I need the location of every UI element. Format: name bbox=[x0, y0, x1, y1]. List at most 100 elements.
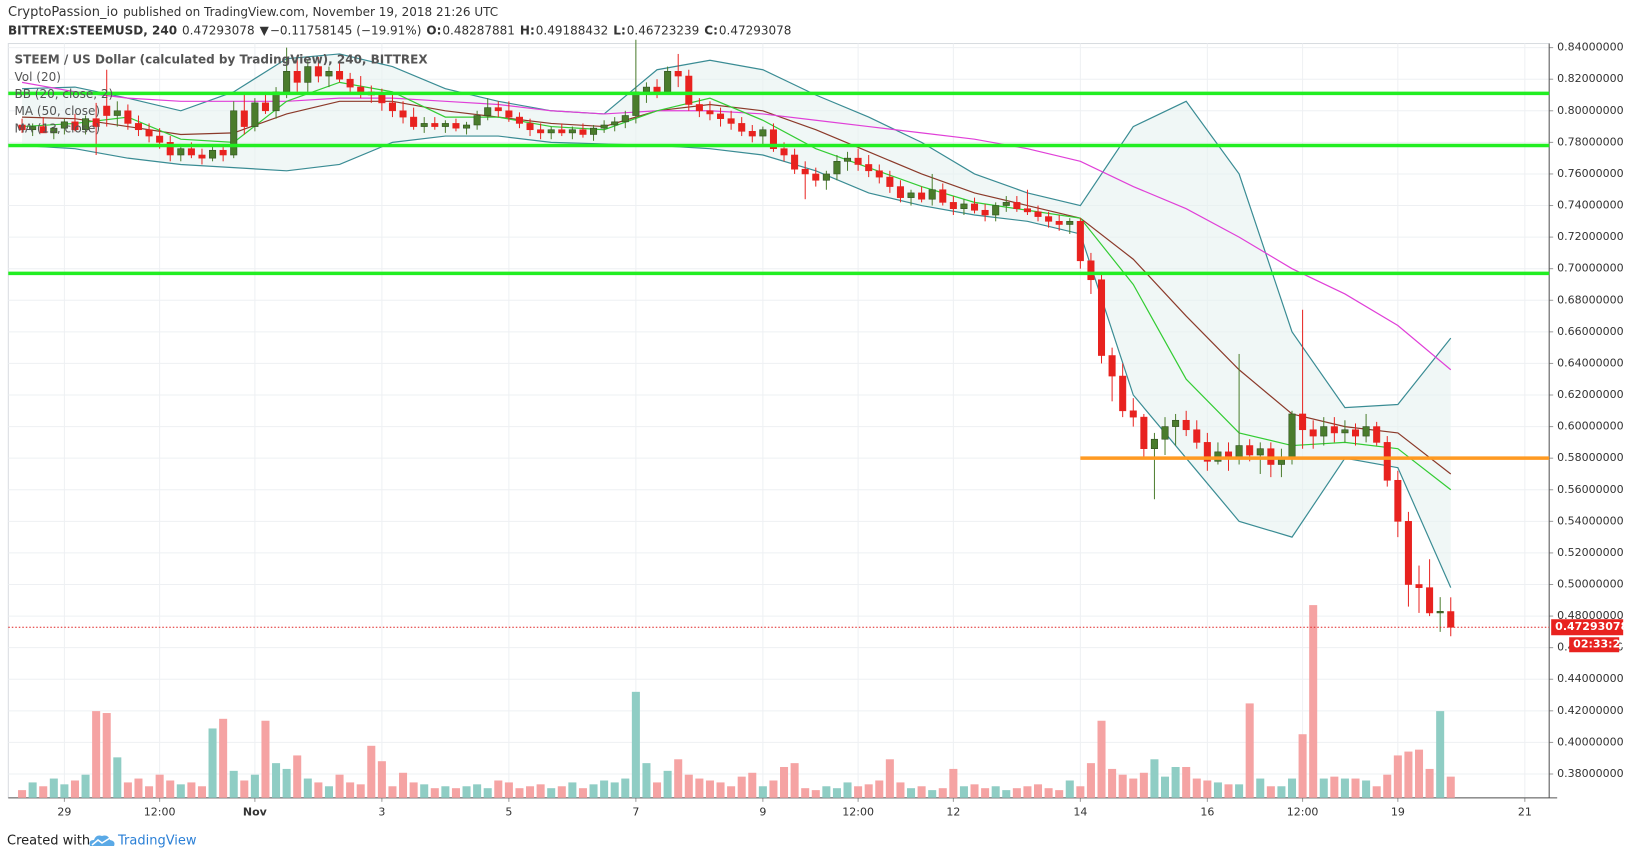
volume-bar bbox=[145, 786, 154, 798]
y-tick-label: 0.52000000 bbox=[1557, 546, 1623, 559]
volume-bar bbox=[1404, 751, 1413, 798]
volume-bar bbox=[1330, 776, 1339, 798]
volume-bar bbox=[1298, 734, 1307, 798]
x-tick-label: 12:00 bbox=[1287, 805, 1319, 818]
y-tick-label: 0.82000000 bbox=[1557, 72, 1623, 85]
candle-body bbox=[177, 148, 185, 156]
candle-body bbox=[949, 202, 957, 209]
candle-body bbox=[1383, 442, 1391, 481]
candle-body bbox=[82, 118, 90, 131]
ohlc-text: O: bbox=[426, 24, 441, 38]
volume-bar bbox=[240, 780, 249, 798]
indicator-line bbox=[22, 81, 1452, 491]
x-tick-label: 12:00 bbox=[842, 805, 874, 818]
candle-body bbox=[981, 209, 989, 216]
volume-bar bbox=[684, 774, 693, 798]
volume-bar bbox=[81, 774, 90, 798]
candle-body bbox=[113, 110, 121, 116]
candle-body bbox=[1193, 429, 1201, 443]
volume-bar bbox=[1150, 759, 1159, 798]
volume-bar bbox=[441, 786, 450, 798]
candle-body bbox=[1172, 419, 1180, 427]
volume-bar bbox=[473, 784, 482, 798]
candle-body bbox=[1288, 413, 1296, 459]
volume-bar bbox=[49, 778, 58, 798]
volume-bar bbox=[1213, 782, 1222, 798]
y-tick-label: 0.42000000 bbox=[1557, 704, 1623, 717]
candle-body bbox=[717, 113, 725, 119]
legend-entry: MA (13, close) bbox=[15, 121, 101, 135]
volume-bar bbox=[526, 786, 535, 798]
volume-bar bbox=[875, 780, 884, 798]
volume-bar bbox=[547, 788, 556, 798]
candle-body bbox=[886, 176, 894, 187]
candle-body bbox=[209, 149, 217, 159]
candle-body bbox=[251, 102, 259, 127]
volume-bar bbox=[314, 782, 323, 798]
volume-bar bbox=[716, 782, 725, 798]
last-price-label: 0.47293078 bbox=[1555, 620, 1627, 633]
volume-bar bbox=[727, 786, 736, 798]
candle-body bbox=[156, 135, 164, 143]
y-tick-label: 0.38000000 bbox=[1557, 767, 1623, 780]
volume-bar bbox=[451, 788, 460, 798]
y-tick-label: 0.56000000 bbox=[1557, 483, 1623, 496]
candle-body bbox=[600, 124, 608, 129]
countdown: 02:33:28 bbox=[1573, 638, 1627, 651]
candle-body bbox=[769, 129, 777, 149]
y-tick-label: 0.70000000 bbox=[1557, 262, 1623, 275]
candle-body bbox=[357, 86, 365, 93]
header-text: published on TradingView.com, November 1… bbox=[123, 5, 498, 19]
candle-body bbox=[526, 123, 534, 131]
ohlc-text: H: bbox=[520, 24, 535, 38]
volume-bar bbox=[705, 780, 714, 798]
volume-bar bbox=[367, 745, 376, 798]
volume-bar bbox=[1086, 763, 1095, 798]
indicator-line bbox=[21, 81, 1452, 371]
candle-body bbox=[1119, 375, 1127, 412]
volume-bar bbox=[409, 782, 418, 798]
candle-body bbox=[1404, 521, 1412, 585]
volume-bar bbox=[811, 790, 820, 798]
x-tick-label: 3 bbox=[378, 805, 385, 818]
candle-body bbox=[1055, 221, 1063, 225]
candle-body bbox=[674, 71, 682, 77]
volume-bar bbox=[674, 759, 683, 798]
candle-body bbox=[854, 157, 862, 165]
volume-bar bbox=[1097, 720, 1106, 798]
candle-body bbox=[515, 116, 523, 124]
y-tick-label: 0.40000000 bbox=[1557, 735, 1623, 748]
candle-body bbox=[452, 123, 460, 129]
candle-body bbox=[1150, 438, 1158, 450]
volume-bar bbox=[832, 788, 841, 798]
candle-body bbox=[611, 121, 619, 126]
y-tick-label: 0.64000000 bbox=[1557, 356, 1623, 369]
volume-bar bbox=[504, 782, 513, 798]
candle-body bbox=[1066, 221, 1074, 225]
candle-body bbox=[992, 205, 1000, 216]
volume-bar bbox=[663, 770, 672, 798]
volume-bar bbox=[949, 768, 958, 798]
candle-body bbox=[187, 148, 195, 156]
volume-bar bbox=[928, 790, 937, 798]
candle-body bbox=[664, 71, 672, 93]
volume-bar bbox=[981, 788, 990, 798]
x-tick-label: 14 bbox=[1073, 805, 1087, 818]
x-tick-label: 12 bbox=[946, 805, 960, 818]
candle-body bbox=[706, 110, 714, 115]
candle-body bbox=[642, 86, 650, 93]
candle-body bbox=[568, 129, 576, 134]
ohlc-text: ▼ bbox=[260, 24, 270, 38]
candle-body bbox=[1415, 584, 1423, 588]
candle-body bbox=[103, 105, 111, 116]
volume-bar bbox=[377, 761, 386, 798]
candle-body bbox=[590, 127, 598, 135]
candle-body bbox=[547, 129, 555, 134]
candle-body bbox=[685, 75, 693, 105]
candle-body bbox=[1140, 416, 1148, 450]
candle-body bbox=[293, 71, 301, 83]
volume-bar bbox=[600, 780, 609, 798]
tv-logo-line bbox=[91, 837, 111, 846]
candle-body bbox=[304, 66, 312, 83]
